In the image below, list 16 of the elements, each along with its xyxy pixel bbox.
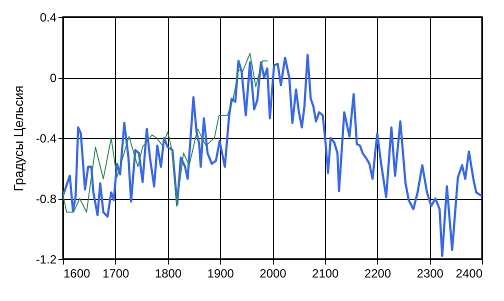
y-tick-label: 0 <box>50 71 57 85</box>
y-tick-label: -1.2 <box>36 252 57 266</box>
x-tick-label: 2000 <box>260 266 287 280</box>
x-tick-label: 2300 <box>416 266 444 280</box>
line-series <box>63 52 268 213</box>
y-axis-title: Градусы Цельсия <box>10 86 26 192</box>
x-tick-label: 2100 <box>312 266 340 280</box>
y-tick-label: -0.4 <box>36 132 57 146</box>
x-tick-label: 1900 <box>207 266 234 280</box>
y-tick-label: -0.8 <box>36 192 57 206</box>
x-tick-label: 1600 <box>64 266 91 280</box>
x-tick-label: 2400 <box>456 266 483 280</box>
x-tick-label: 1700 <box>102 266 130 280</box>
x-tick-label: 2200 <box>364 266 392 280</box>
y-tick-label: 0.4 <box>40 10 57 24</box>
x-tick-label: 1800 <box>154 266 182 280</box>
